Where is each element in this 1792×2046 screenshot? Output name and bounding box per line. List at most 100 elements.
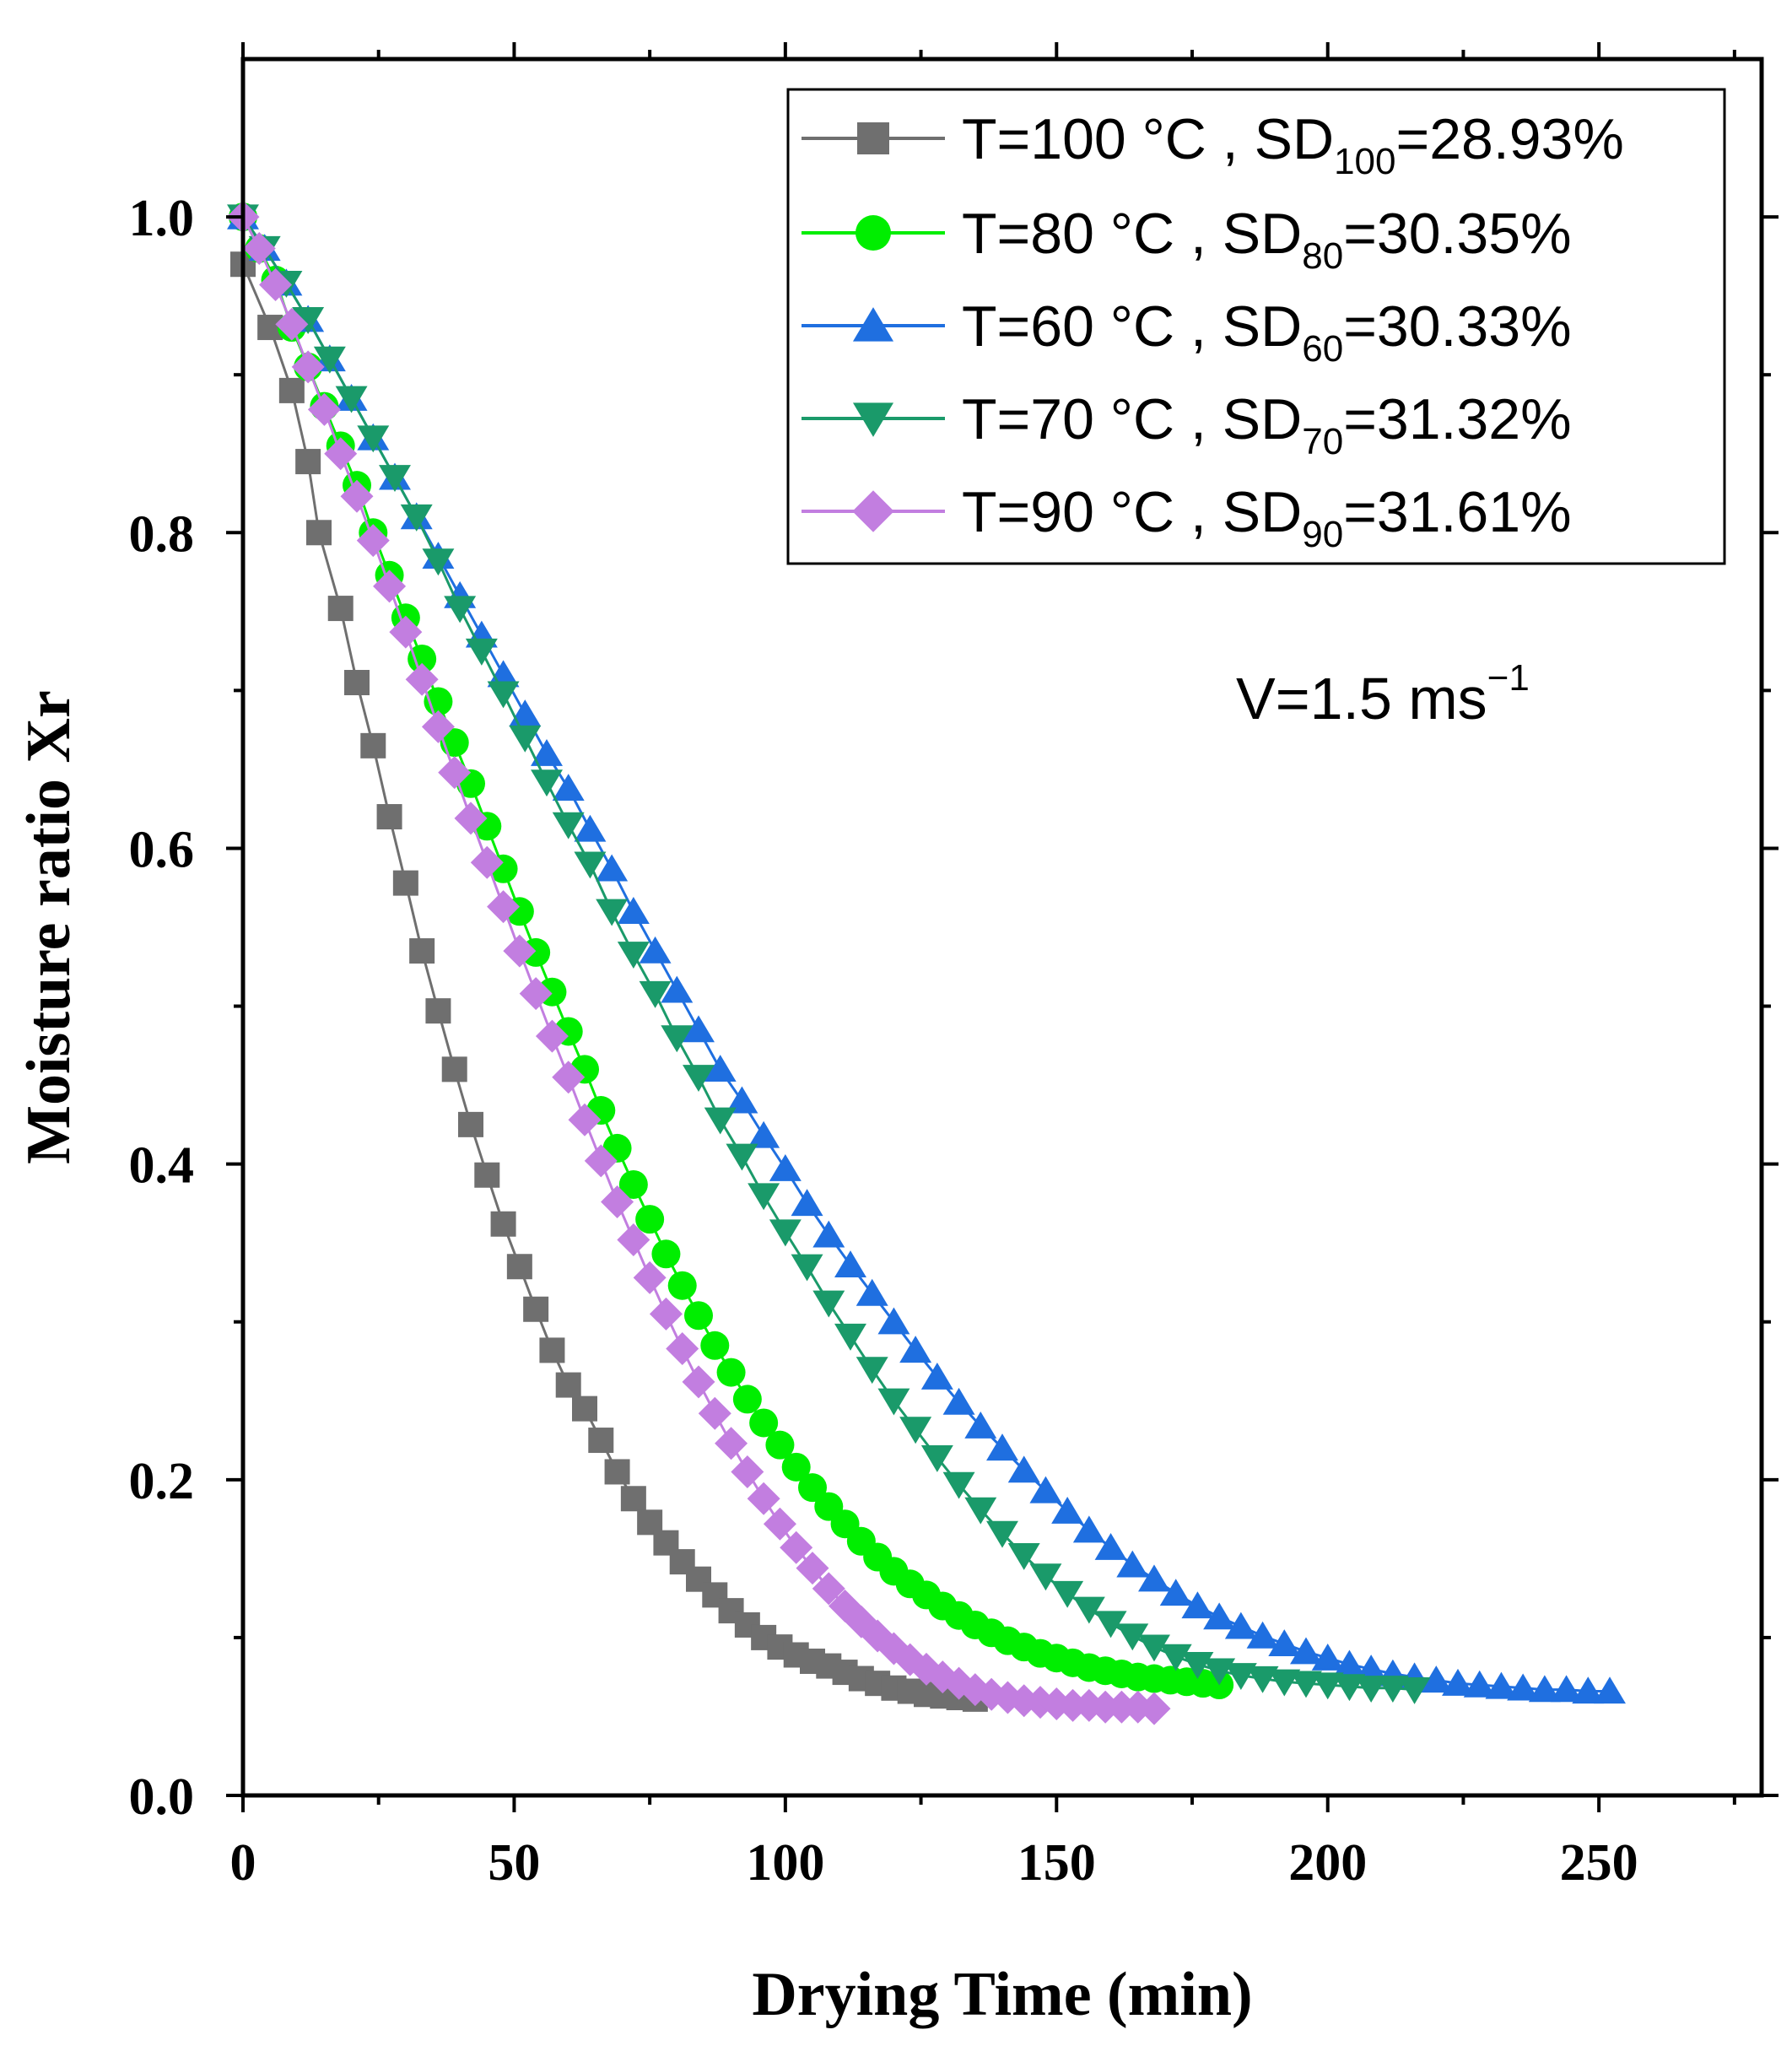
data-point (769, 1153, 802, 1181)
data-point (684, 1301, 713, 1331)
data-point (683, 1015, 715, 1043)
data-point (373, 570, 407, 603)
data-point (425, 998, 451, 1024)
data-point (465, 638, 498, 666)
velocity-annotation-sup: −1 (1487, 657, 1530, 699)
data-point (1203, 1602, 1236, 1630)
data-point (704, 1055, 737, 1082)
data-point (920, 1362, 953, 1390)
data-point (535, 1019, 569, 1053)
data-point (964, 1411, 997, 1439)
data-point (1051, 1580, 1084, 1608)
data-point (588, 1428, 614, 1454)
legend-label: T=80 °C , SD80=30.35% (962, 202, 1572, 277)
data-point (639, 936, 672, 964)
legend-sd-subscript: 70 (1302, 421, 1343, 462)
data-point (1181, 1591, 1214, 1619)
data-point (1311, 1643, 1344, 1671)
legend-sd-subscript: 80 (1302, 235, 1343, 277)
data-point (1246, 1621, 1279, 1649)
data-point (1463, 1670, 1496, 1698)
data-point (1072, 1515, 1105, 1543)
y-tick-label: 0.2 (129, 1453, 195, 1510)
legend-label: T=70 °C , SD70=31.32% (962, 387, 1572, 462)
data-point (639, 980, 672, 1008)
data-point (920, 1444, 953, 1472)
data-point (1268, 1669, 1301, 1697)
data-point (683, 1065, 715, 1092)
data-point (1159, 1579, 1192, 1606)
data-point (1138, 1634, 1170, 1662)
data-point (812, 1220, 845, 1248)
data-point (574, 814, 607, 842)
plot-frame (240, 57, 1764, 1798)
y-tick-label: 0.6 (129, 821, 195, 878)
legend-separator: , (1206, 107, 1255, 171)
data-point (379, 465, 411, 493)
data-point (856, 1357, 888, 1385)
data-point (682, 1365, 715, 1399)
data-point (275, 307, 309, 341)
data-point (769, 1219, 802, 1247)
data-point (942, 1471, 975, 1499)
data-point (617, 897, 650, 924)
x-tick-label: 0 (230, 1834, 256, 1892)
data-point (340, 479, 374, 513)
axis-ticks-layer: 0 50 100 150 200 250 0.0 0.2 0.4 0.6 0.8 1.0 (129, 42, 1779, 1892)
data-point (291, 350, 325, 384)
legend-sd-subscript: 100 (1334, 141, 1395, 182)
data-point (1420, 1665, 1453, 1693)
data-point (259, 268, 293, 302)
data-point (748, 1183, 780, 1211)
data-point (716, 1358, 746, 1387)
data-point (780, 1530, 813, 1564)
legend-series-name: T=60 °C (962, 294, 1174, 359)
data-point (335, 386, 368, 413)
data-point (422, 548, 455, 576)
data-marks-layer (226, 200, 1626, 1725)
velocity-annotation-main: V=1.5 ms (1236, 666, 1487, 731)
data-point (596, 899, 629, 926)
data-point (1507, 1673, 1540, 1701)
data-point (617, 1223, 650, 1256)
data-point (749, 1408, 779, 1438)
legend-sd-label: SD (1223, 294, 1302, 359)
data-point (292, 307, 325, 334)
legend-marker (856, 215, 891, 251)
data-point (572, 1395, 597, 1422)
legend-marker (852, 402, 894, 437)
legend: T=100 °C , SD100=28.93% T=80 °C , SD80=30… (786, 88, 1726, 565)
data-point (242, 232, 276, 266)
data-point (324, 437, 358, 471)
data-point (405, 662, 439, 696)
legend-marker (852, 490, 894, 532)
data-point (856, 1278, 888, 1306)
y-tick-label: 0.0 (129, 1768, 195, 1826)
data-point (700, 1331, 730, 1360)
data-point (1376, 1676, 1409, 1703)
series-line (241, 216, 1610, 1692)
data-point (509, 725, 542, 753)
legend-label: T=100 °C , SD100=28.93% (962, 107, 1624, 182)
data-point (531, 769, 563, 797)
legend-sd-subscript: 60 (1302, 328, 1343, 370)
data-point (356, 524, 390, 558)
x-tick-label: 50 (488, 1834, 540, 1892)
data-point (376, 804, 402, 830)
data-point (791, 1189, 823, 1217)
x-tick-label: 100 (746, 1834, 824, 1892)
data-point (1355, 1676, 1388, 1703)
legend-label: T=90 °C , SD90=31.61% (962, 480, 1572, 555)
data-point (400, 504, 433, 532)
data-point (704, 1107, 737, 1135)
data-point (360, 732, 386, 758)
data-point (649, 1297, 683, 1331)
data-point (506, 1254, 532, 1280)
legend-series-name: T=90 °C (962, 480, 1174, 544)
y-tick-label: 0.8 (129, 505, 195, 563)
data-point (877, 1388, 910, 1416)
y-tick-label: 0.4 (129, 1137, 195, 1195)
data-point (1094, 1611, 1127, 1638)
legend-sd-label: SD (1223, 387, 1302, 451)
